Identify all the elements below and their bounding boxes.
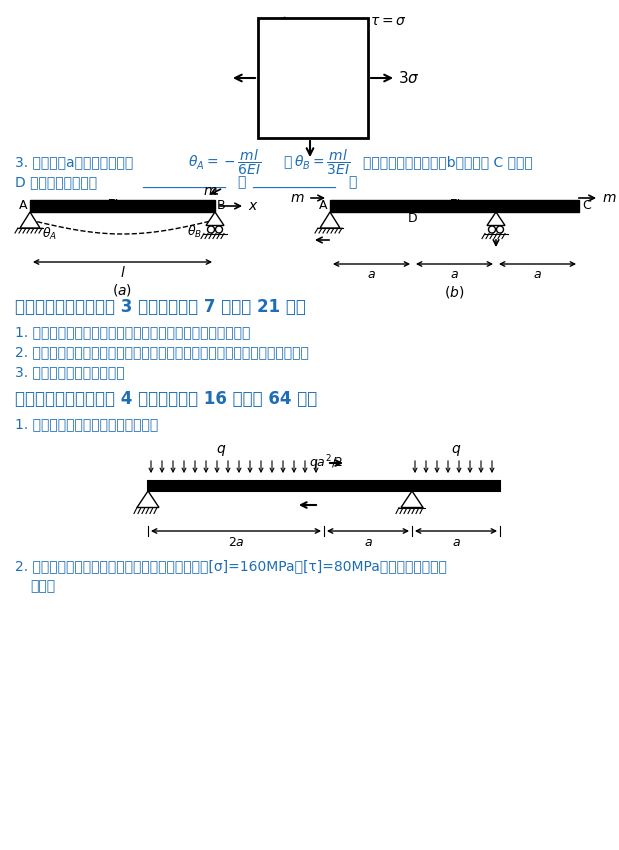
Bar bbox=[258, 18, 368, 138]
Polygon shape bbox=[206, 212, 224, 225]
Text: ____________: ____________ bbox=[142, 175, 226, 189]
Text: A: A bbox=[19, 199, 27, 212]
Text: $q$: $q$ bbox=[451, 443, 461, 457]
Text: $m$: $m$ bbox=[202, 184, 217, 198]
Text: $\theta_B = \dfrac{ml}{3EI}$: $\theta_B = \dfrac{ml}{3EI}$ bbox=[294, 147, 350, 177]
Text: $a$: $a$ bbox=[367, 268, 376, 280]
Text: D 截面的挠度分别是: D 截面的挠度分别是 bbox=[15, 175, 97, 189]
Text: 四、简答题（本大题共 3 小题，每小题 7 分，共 21 分）: 四、简答题（本大题共 3 小题，每小题 7 分，共 21 分） bbox=[15, 298, 306, 316]
Text: $2a$: $2a$ bbox=[228, 536, 245, 549]
Text: 五、计算题（本大题共 4 小题，每小题 16 分，共 64 分）: 五、计算题（本大题共 4 小题，每小题 16 分，共 64 分） bbox=[15, 390, 318, 408]
Circle shape bbox=[207, 226, 215, 233]
Text: C: C bbox=[582, 199, 591, 212]
Text: 1. 绘制图示结构的弯矩图和剪力图。: 1. 绘制图示结构的弯矩图和剪力图。 bbox=[15, 417, 158, 431]
Text: 2. 材料有哪几种基本破坏形式？铸铁试件的扭转破坏，属于哪一种破坏形式？: 2. 材料有哪几种基本破坏形式？铸铁试件的扭转破坏，属于哪一种破坏形式？ bbox=[15, 345, 309, 359]
Text: 3. 已知图（a）所示梁的转角: 3. 已知图（a）所示梁的转角 bbox=[15, 155, 133, 169]
Text: 和: 和 bbox=[237, 175, 245, 189]
Polygon shape bbox=[20, 212, 40, 228]
Text: 2. 图示梁的受力及截面尺寸。已知材料的许用应力[σ]=160MPa，[τ]=80MPa，试对梁进行强度: 2. 图示梁的受力及截面尺寸。已知材料的许用应力[σ]=160MPa，[τ]=8… bbox=[15, 559, 447, 573]
Text: 。: 。 bbox=[348, 175, 357, 189]
Text: D: D bbox=[408, 212, 418, 224]
Circle shape bbox=[496, 226, 503, 233]
Text: $\tau=\sigma$: $\tau=\sigma$ bbox=[370, 14, 407, 28]
Text: $l$: $l$ bbox=[119, 264, 126, 280]
Text: $(b)$: $(b)$ bbox=[444, 284, 465, 300]
Text: $3\sigma$: $3\sigma$ bbox=[398, 70, 420, 86]
Polygon shape bbox=[320, 212, 340, 228]
Text: B: B bbox=[217, 199, 225, 212]
Bar bbox=[30, 200, 215, 212]
Text: $\theta_A$: $\theta_A$ bbox=[42, 226, 57, 242]
Text: $a$: $a$ bbox=[533, 268, 542, 280]
Circle shape bbox=[215, 226, 222, 233]
Circle shape bbox=[488, 226, 495, 233]
Text: A: A bbox=[319, 199, 327, 212]
Text: ____________: ____________ bbox=[252, 175, 336, 189]
Text: $m$: $m$ bbox=[290, 191, 305, 205]
Text: $q$: $q$ bbox=[216, 443, 226, 457]
Text: EI: EI bbox=[106, 197, 118, 211]
Text: EI: EI bbox=[449, 197, 461, 211]
Text: 1. 请简述理论力学、材料力学、结构力学研究内容的不同点。: 1. 请简述理论力学、材料力学、结构力学研究内容的不同点。 bbox=[15, 325, 250, 339]
Text: $(a)$: $(a)$ bbox=[113, 282, 132, 298]
Polygon shape bbox=[401, 491, 423, 507]
Text: $\theta_A = -\dfrac{ml}{6EI}$: $\theta_A = -\dfrac{ml}{6EI}$ bbox=[188, 147, 261, 177]
Text: 校核。: 校核。 bbox=[30, 579, 55, 593]
Bar bbox=[330, 200, 579, 212]
Text: $a$: $a$ bbox=[452, 536, 461, 549]
Text: ，: ， bbox=[283, 155, 292, 169]
Polygon shape bbox=[137, 491, 159, 507]
Text: $a$: $a$ bbox=[363, 536, 373, 549]
Bar bbox=[148, 481, 500, 491]
Polygon shape bbox=[487, 212, 505, 225]
Text: $x$: $x$ bbox=[248, 199, 259, 213]
Text: $a$: $a$ bbox=[450, 268, 459, 280]
Text: $qa^2/2$: $qa^2/2$ bbox=[309, 453, 343, 473]
Text: ，则用叠加法可得图（b）所示梁 C 截面和: ，则用叠加法可得图（b）所示梁 C 截面和 bbox=[363, 155, 533, 169]
Text: B: B bbox=[499, 199, 508, 212]
Text: $\theta_B$: $\theta_B$ bbox=[187, 224, 202, 240]
Text: $m$: $m$ bbox=[602, 191, 617, 205]
Text: 3. 请简述应力集中的概念。: 3. 请简述应力集中的概念。 bbox=[15, 365, 124, 379]
